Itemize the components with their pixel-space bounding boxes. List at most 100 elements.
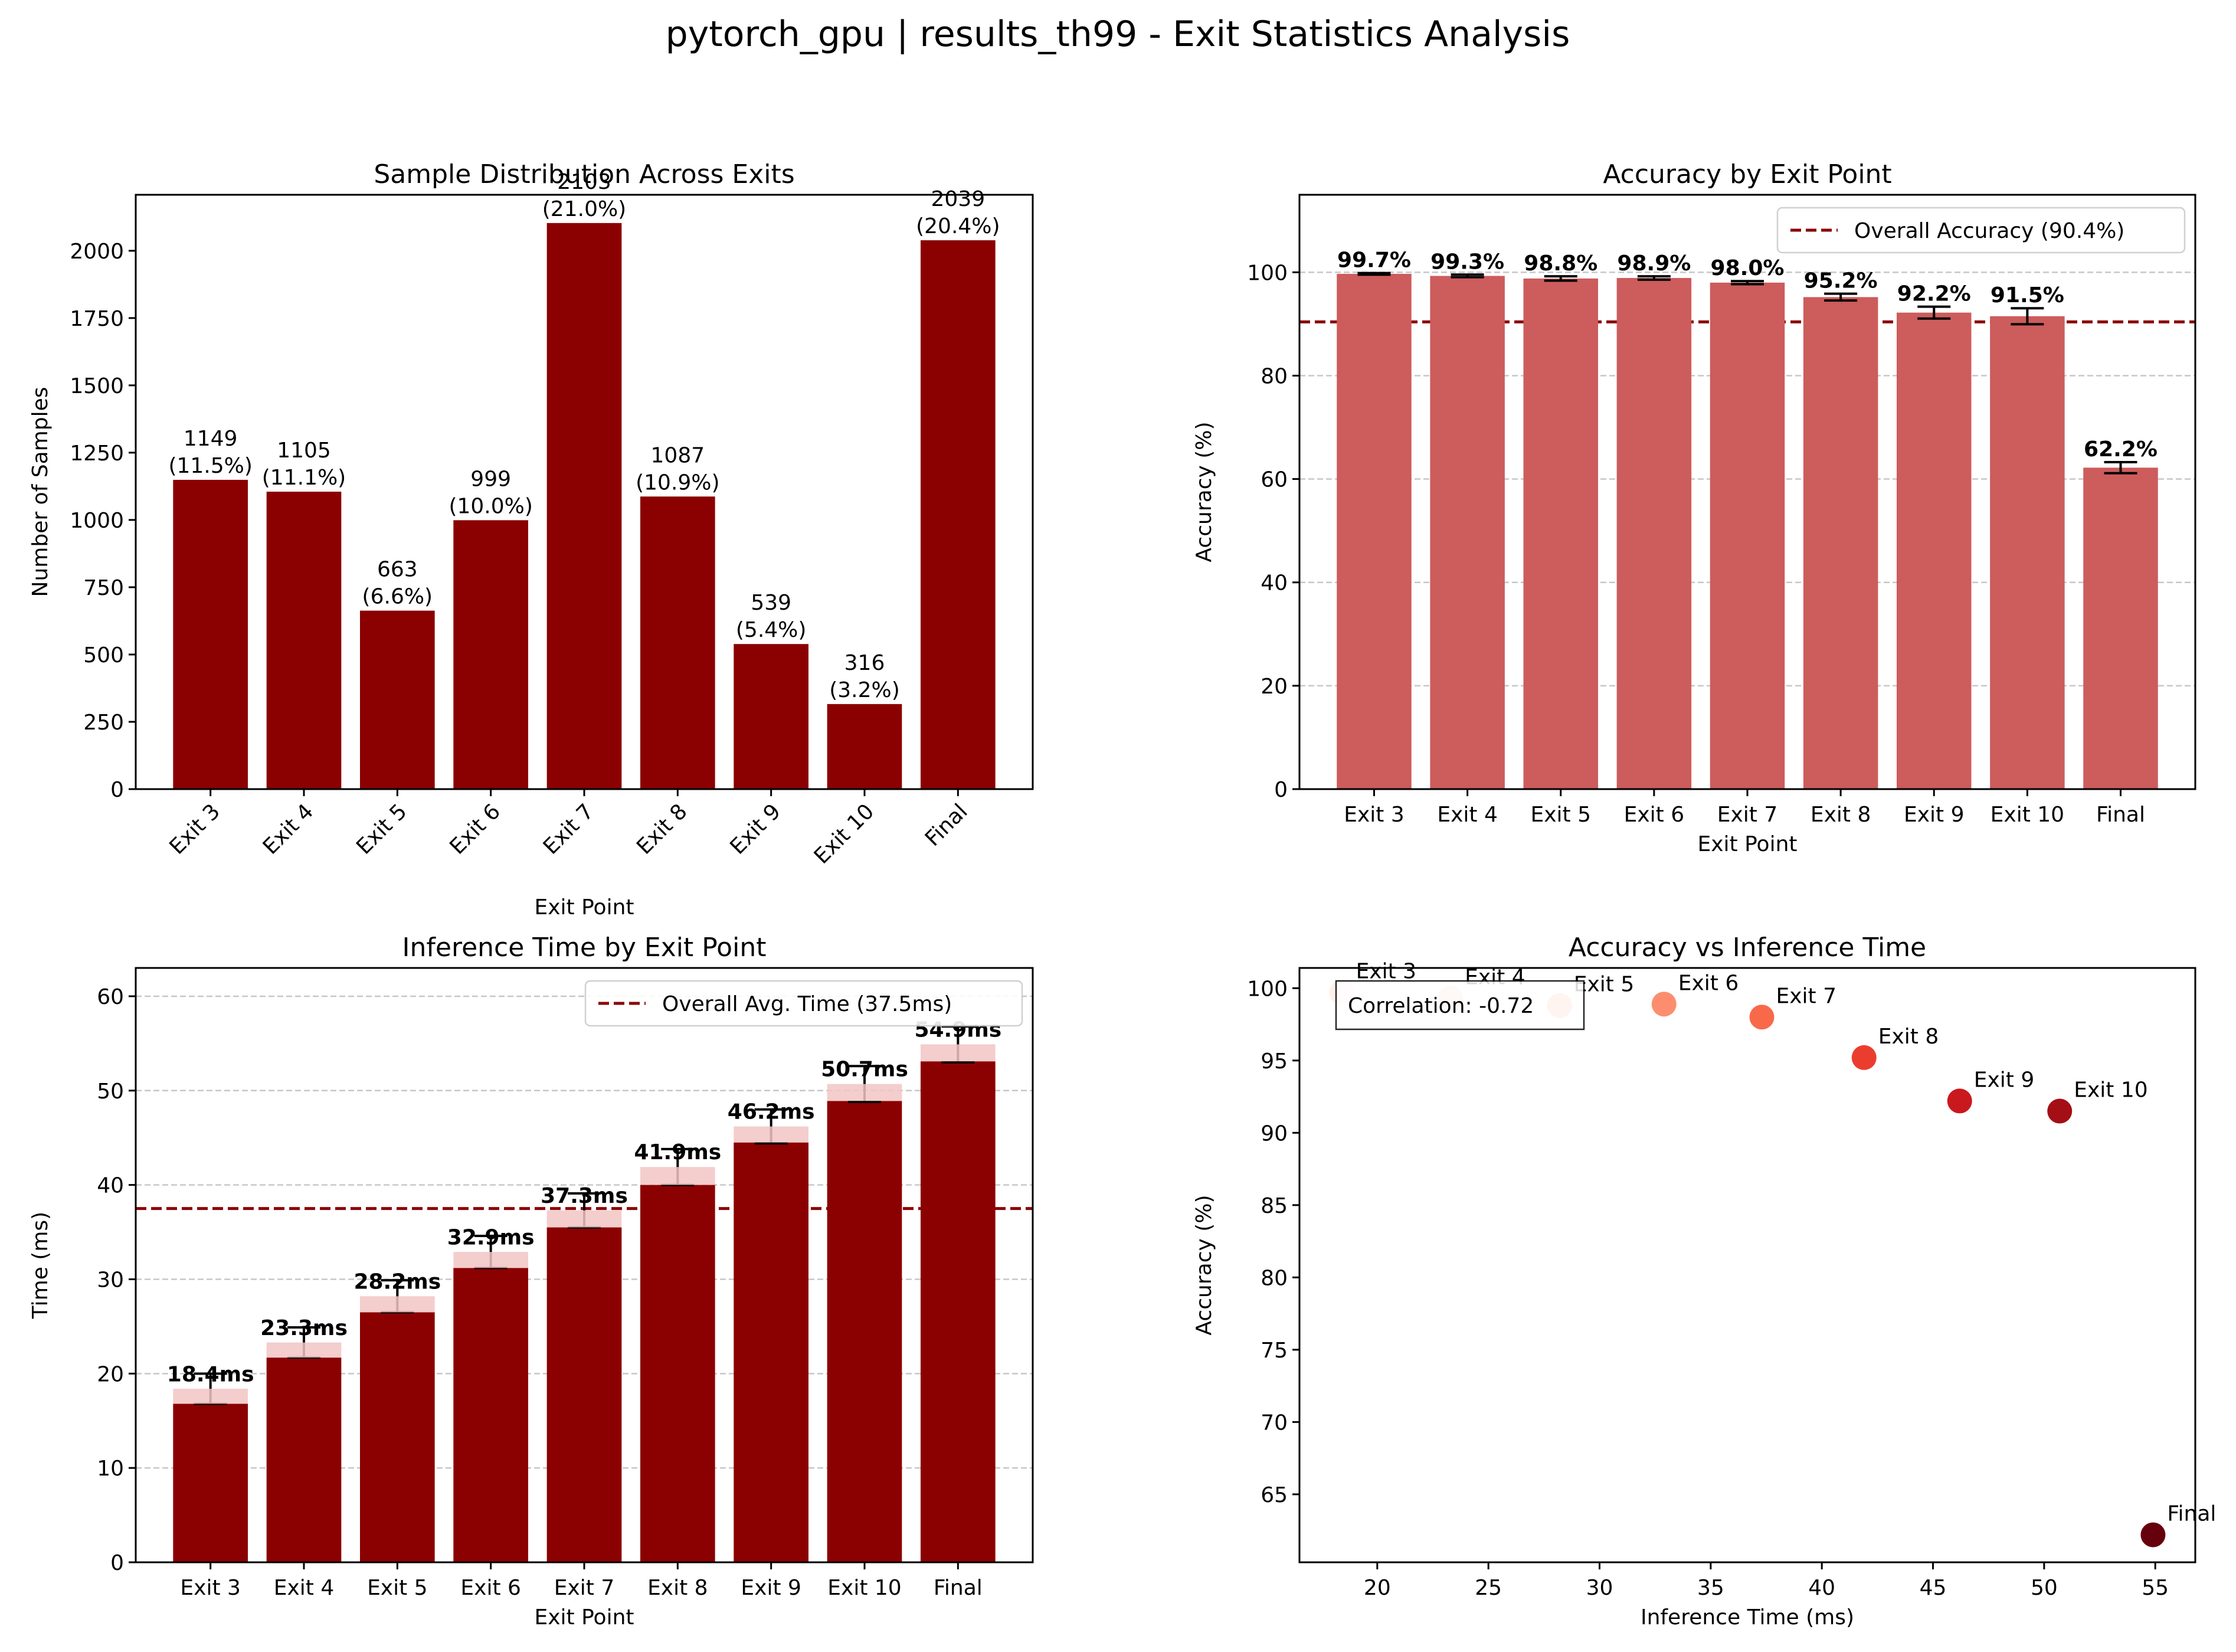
chart-4: 65 70 75 80 85 90 95 100 Accuracy (%) Accuracy vs…: [1192, 933, 2216, 1630]
bar: [827, 1101, 902, 1562]
error-bar: [1824, 292, 1858, 302]
bar: [266, 492, 342, 789]
bar: [827, 704, 902, 789]
bar: [546, 223, 622, 790]
x-tick-label: Exit 7: [1717, 803, 1778, 827]
data-label: 50.7ms: [821, 1058, 908, 1082]
data-label-percent: (10.0%): [448, 494, 532, 518]
annotation-text: Correlation: -0.72: [1348, 994, 1534, 1018]
data-label: 663: [377, 558, 418, 582]
y-tick-label: 40: [97, 1174, 124, 1198]
y-tick-label: 0: [1274, 778, 1288, 802]
bar: [1616, 277, 1692, 790]
scatter-point: [2047, 1098, 2073, 1124]
mean-band: [266, 1342, 342, 1358]
y-tick-label: 1000: [70, 509, 124, 533]
data-label: 999: [470, 467, 511, 491]
y-tick-label: 85: [1261, 1194, 1288, 1218]
data-label: 99.7%: [1337, 248, 1411, 273]
figure-title: pytorch_gpu | results_th99 - Exit Statis…: [666, 14, 1570, 55]
x-tick-label: Exit 10: [827, 1576, 901, 1600]
bar: [1990, 316, 2065, 789]
data-label: 41.9ms: [634, 1140, 721, 1164]
x-tick-label: Exit 6: [446, 799, 505, 859]
y-tick-label: 20: [1261, 675, 1288, 699]
annotation-box: [1335, 980, 1585, 1031]
legend-label: Overall Avg. Time (37.5ms): [662, 992, 952, 1016]
y-tick-label: 60: [1261, 468, 1288, 492]
point-label: Exit 3: [1356, 960, 1417, 984]
data-label: 99.3%: [1430, 250, 1504, 274]
chart-title: Sample Distribution Across Exits: [374, 159, 794, 189]
x-tick-label: Exit 10: [810, 799, 879, 869]
axes-frame: [135, 967, 1034, 1563]
y-tick-label: 0: [110, 1551, 124, 1575]
error-bar: [1637, 275, 1671, 281]
scatter-point: [1851, 1045, 1877, 1070]
data-label: 28.2ms: [353, 1270, 441, 1294]
point-label: Exit 6: [1678, 971, 1739, 995]
y-tick-label: 2000: [70, 240, 124, 264]
bar: [173, 1404, 248, 1562]
data-label-percent: (20.4%): [916, 214, 1000, 238]
y-tick-label: 65: [1261, 1483, 1288, 1507]
mean-band: [173, 1388, 248, 1404]
y-tick-label: 95: [1261, 1049, 1288, 1074]
x-tick-label: 40: [1808, 1576, 1835, 1600]
bar: [1523, 278, 1598, 789]
mean-band: [546, 1210, 622, 1228]
y-tick-label: 75: [1261, 1339, 1288, 1363]
data-label-percent: (11.1%): [262, 466, 346, 490]
mean-band: [921, 1044, 996, 1062]
chart-3: 0 10 20 30 40 50 60 Time (ms) Inference Time by …: [28, 933, 1034, 1630]
point-label: Exit 7: [1776, 984, 1836, 1008]
y-axis-label: Accuracy (%): [1192, 421, 1216, 562]
y-tick-label: 1500: [70, 374, 124, 398]
y-tick-label: 40: [1261, 571, 1288, 596]
x-tick-label: Exit 3: [165, 799, 225, 859]
x-tick-label: Final: [2096, 803, 2145, 827]
error-bar: [1917, 305, 1951, 320]
data-label: 91.5%: [1991, 283, 2064, 307]
bar: [453, 1268, 528, 1562]
y-tick-label: 80: [1261, 1266, 1288, 1290]
data-label: 18.4ms: [167, 1362, 254, 1386]
y-tick-label: 30: [97, 1268, 124, 1292]
x-tick-label: Exit 8: [1811, 803, 1871, 827]
x-axis-label: Exit Point: [1698, 832, 1798, 856]
x-tick-label: 30: [1586, 1576, 1613, 1600]
x-tick-label: Exit 3: [180, 1576, 241, 1600]
data-label: 92.2%: [1897, 282, 1971, 306]
data-label: 1087: [651, 443, 705, 467]
bar: [546, 1227, 622, 1562]
data-label: 23.3ms: [260, 1316, 348, 1340]
bar: [1710, 282, 1785, 790]
x-axis-label: Exit Point: [535, 895, 634, 920]
x-tick-label: Exit 8: [632, 799, 692, 859]
x-tick-label: Exit 4: [1437, 803, 1498, 827]
x-tick-label: 25: [1475, 1576, 1502, 1600]
x-tick-label: Exit 8: [647, 1576, 708, 1600]
error-bar: [2104, 460, 2137, 475]
bar: [360, 610, 435, 789]
data-label: 62.2%: [2084, 437, 2158, 462]
x-axis-label: Exit Point: [535, 1605, 634, 1630]
bar: [734, 1142, 808, 1562]
x-tick-label: Exit 9: [726, 799, 785, 859]
annotation: Correlation: -0.72: [1335, 980, 1585, 1031]
axes-frame: [1298, 967, 2196, 1563]
x-tick-label: Exit 4: [274, 1576, 335, 1600]
bar: [921, 240, 996, 789]
mean-band: [360, 1296, 435, 1313]
y-tick-label: 100: [1247, 261, 1288, 285]
legend-box: [584, 980, 1023, 1027]
y-tick-label: 90: [1261, 1121, 1288, 1146]
x-tick-label: 55: [2142, 1576, 2169, 1600]
x-tick-label: Final: [921, 799, 973, 851]
x-tick-label: Exit 3: [1344, 803, 1405, 827]
bar: [1337, 273, 1412, 789]
scatter-point: [1749, 1005, 1775, 1030]
y-tick-label: 750: [83, 576, 124, 600]
data-label: 98.0%: [1711, 256, 1785, 280]
